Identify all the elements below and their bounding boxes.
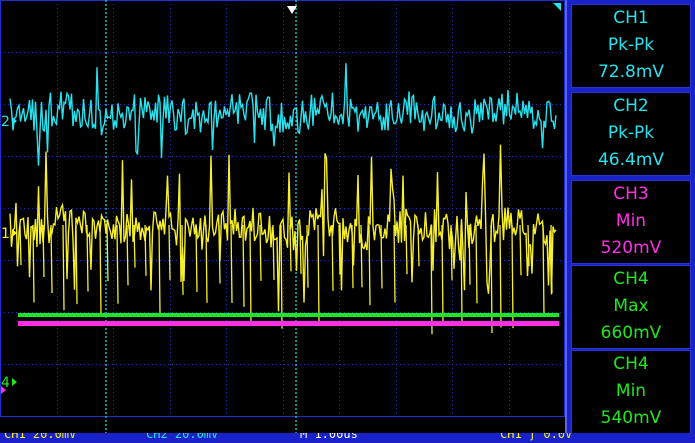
channel-markers: 2 1 4 <box>1 114 17 394</box>
measurement-value: 46.4mV <box>597 150 665 170</box>
ch1-spike <box>272 224 275 280</box>
graticule-border <box>0 0 565 417</box>
measurement-value: 72.8mV <box>597 62 665 82</box>
measurement-channel: CH4 <box>613 269 649 289</box>
measurement-ch1-pkpk[interactable]: CH1 Pk-Pk 72.8mV <box>571 4 691 88</box>
status-ch1-scale: CH1 20.0mV <box>4 433 77 441</box>
ch1-spike <box>218 224 221 284</box>
ch1-spike <box>393 224 396 303</box>
ch1-spike <box>360 224 363 288</box>
ch1-spike <box>299 224 302 274</box>
ch1-spike <box>42 224 45 277</box>
ch2-trace <box>9 63 557 166</box>
ch1-spike <box>475 224 478 304</box>
measurement-type: Pk-Pk <box>607 35 655 55</box>
ch1-spike <box>289 224 292 272</box>
ch1-spike <box>99 224 102 316</box>
ch1-spike <box>205 224 208 303</box>
measurement-ch3-min[interactable]: CH3 Min 520mV <box>571 180 691 264</box>
waveform-display[interactable]: 2 1 4 <box>0 0 565 443</box>
measurement-channel: CH2 <box>613 96 649 116</box>
ch1-spike <box>338 224 341 275</box>
ch1-spike <box>144 224 147 276</box>
ch3-trace <box>18 321 559 326</box>
status-timebase: M 1.00us <box>300 433 358 441</box>
ch2-marker[interactable]: 2 <box>1 114 10 130</box>
ch1-spike <box>380 224 383 289</box>
measurement-value: 520mV <box>600 238 662 258</box>
graticule-grid <box>0 0 565 417</box>
ch1-spike <box>19 224 22 266</box>
ch1-spike <box>306 224 309 288</box>
ch3-marker-arrow-icon <box>1 386 6 394</box>
measurement-ch4-min[interactable]: CH4 Min 540mV <box>571 350 691 434</box>
ch1-spike <box>75 224 78 305</box>
ch1-spike <box>550 224 553 294</box>
ch1-spike <box>116 224 119 304</box>
ch1-spike <box>62 224 65 311</box>
ch1-spike <box>317 224 320 322</box>
trigger-position-icon[interactable] <box>287 6 297 14</box>
ch1-spike <box>181 224 184 295</box>
ch1-marker-arrow-icon <box>12 229 17 237</box>
ch1-spike <box>450 224 453 281</box>
measurement-type: Pk-Pk <box>607 123 655 143</box>
ch1-spike <box>511 224 514 329</box>
measurement-value: 660mV <box>600 323 662 343</box>
ch1-trace <box>9 144 557 312</box>
measurement-type: Max <box>613 296 649 316</box>
ch1-spike <box>280 224 283 329</box>
ch1-spike <box>50 224 53 293</box>
ch1-spike <box>331 224 334 291</box>
ch1-spike <box>230 224 233 304</box>
ch1-spike <box>417 224 420 267</box>
measurement-channel: CH4 <box>613 354 649 374</box>
measurement-channel: CH3 <box>613 184 649 204</box>
ch1-spike <box>460 224 463 322</box>
ch4-trace <box>18 313 559 317</box>
ch1-spike <box>126 224 129 286</box>
ch1-spike <box>242 224 245 307</box>
ch2-marker-arrow-icon <box>12 117 17 125</box>
ch1-marker[interactable]: 1 <box>1 226 10 242</box>
status-ch2-scale: CH2 20.0mV <box>146 433 219 441</box>
ch4-marker[interactable]: 4 <box>1 375 10 391</box>
measurement-value: 540mV <box>600 408 662 428</box>
ch1-spike <box>519 224 522 276</box>
ch1-spike <box>441 224 444 324</box>
ch4-marker-arrow-icon <box>12 378 17 386</box>
ch1-spike <box>106 224 109 282</box>
ch1-spike <box>133 224 136 268</box>
ch1-spike <box>468 224 471 285</box>
measurement-type: Min <box>615 211 647 231</box>
status-trigger: CH1 ƒ 0.0V <box>500 433 573 441</box>
ch1-spike <box>259 224 262 281</box>
trigger-level-icon <box>553 3 561 11</box>
ch1-spike <box>249 224 252 325</box>
measurement-type: Min <box>615 381 647 401</box>
ch1-spike <box>405 224 408 275</box>
waveform-canvas: 2 1 4 <box>0 0 565 433</box>
status-bar: CH1 20.0mV CH2 20.0mV M 1.00us CH1 ƒ 0.0… <box>0 433 695 443</box>
ch1-spike <box>158 224 161 314</box>
channel-traces <box>9 63 559 335</box>
measurement-ch2-pkpk[interactable]: CH2 Pk-Pk 46.4mV <box>571 92 691 176</box>
ch1-spike <box>168 224 171 281</box>
measurement-ch4-max[interactable]: CH4 Max 660mV <box>571 265 691 349</box>
ch1-spike <box>195 224 198 292</box>
measurement-channel: CH1 <box>613 8 649 28</box>
ch1-spike <box>351 224 354 289</box>
ch1-spike <box>542 224 545 317</box>
cursor-lines <box>105 0 561 433</box>
ch1-spike <box>32 224 35 303</box>
ch1-spike <box>527 224 530 267</box>
measurement-panel: CH1 Pk-Pk 72.8mV CH2 Pk-Pk 46.4mV CH3 Mi… <box>565 0 695 443</box>
ch1-spike <box>499 224 502 328</box>
ch1-spike <box>86 224 89 292</box>
ch1-spike <box>368 224 371 306</box>
